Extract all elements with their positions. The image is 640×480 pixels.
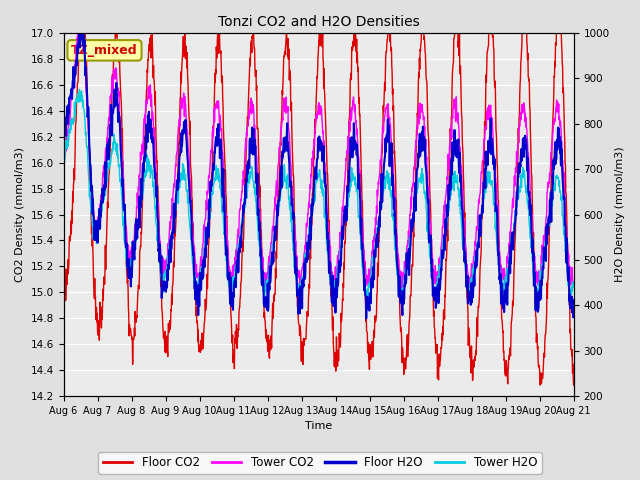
Floor H2O: [76, 25, 83, 31]
Tower CO2: [60, 165, 67, 170]
Y-axis label: H2O Density (mmol/m3): H2O Density (mmol/m3): [615, 147, 625, 282]
Floor CO2: [509, 300, 517, 305]
Tower H2O: [465, 280, 472, 286]
Title: Tonzi CO2 and H2O Densities: Tonzi CO2 and H2O Densities: [218, 15, 419, 29]
Tower H2O: [60, 159, 67, 165]
Floor CO2: [76, 17, 84, 23]
Floor H2O: [570, 297, 577, 303]
Text: TZ_mixed: TZ_mixed: [71, 44, 138, 57]
Tower H2O: [510, 229, 518, 235]
Line: Floor H2O: Floor H2O: [63, 28, 573, 318]
Floor CO2: [465, 343, 472, 348]
Legend: Floor CO2, Tower CO2, Floor H2O, Tower H2O: Floor CO2, Tower CO2, Floor H2O, Tower H…: [98, 452, 542, 474]
Floor CO2: [161, 349, 169, 355]
Floor CO2: [230, 366, 238, 372]
Floor H2O: [230, 284, 238, 290]
Tower CO2: [173, 147, 181, 153]
Tower H2O: [364, 297, 372, 302]
Floor CO2: [60, 283, 67, 289]
Tower H2O: [570, 281, 577, 287]
Floor H2O: [465, 292, 472, 298]
Floor H2O: [398, 306, 406, 312]
Tower H2O: [161, 274, 169, 280]
Tower CO2: [510, 195, 518, 201]
Floor CO2: [570, 382, 577, 388]
Tower CO2: [465, 275, 472, 280]
Tower H2O: [173, 189, 181, 194]
Floor H2O: [60, 114, 67, 120]
Y-axis label: CO2 Density (mmol/m3): CO2 Density (mmol/m3): [15, 147, 25, 282]
Floor CO2: [536, 382, 544, 388]
X-axis label: Time: Time: [305, 421, 332, 432]
Floor H2O: [510, 231, 518, 237]
Tower CO2: [228, 287, 236, 293]
Tower H2O: [76, 86, 83, 92]
Tower H2O: [398, 287, 406, 292]
Tower CO2: [231, 257, 239, 263]
Tower CO2: [398, 285, 406, 290]
Floor H2O: [362, 315, 370, 321]
Floor H2O: [173, 185, 181, 191]
Line: Floor CO2: Floor CO2: [63, 20, 573, 385]
Tower CO2: [161, 257, 169, 263]
Line: Tower H2O: Tower H2O: [63, 89, 573, 300]
Tower CO2: [76, 20, 84, 25]
Floor CO2: [398, 337, 406, 343]
Tower CO2: [570, 279, 577, 285]
Floor CO2: [173, 187, 181, 192]
Floor H2O: [161, 280, 169, 286]
Tower H2O: [230, 276, 238, 282]
Line: Tower CO2: Tower CO2: [63, 23, 573, 290]
